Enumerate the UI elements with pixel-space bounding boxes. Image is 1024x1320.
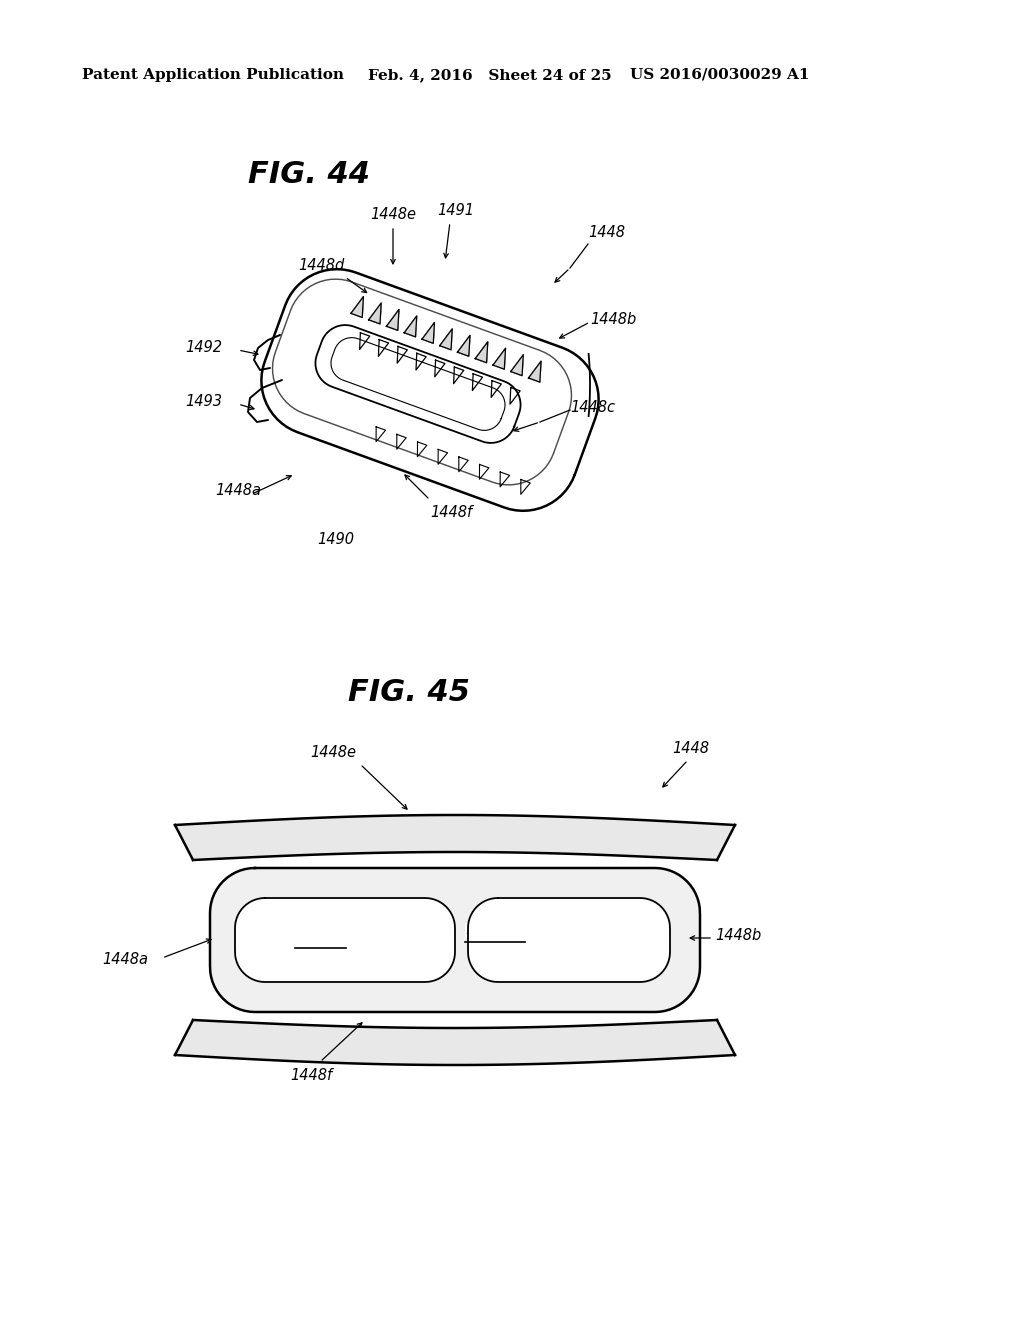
Polygon shape (234, 898, 455, 982)
Polygon shape (386, 309, 399, 330)
Text: 1448f: 1448f (290, 1068, 332, 1082)
Polygon shape (175, 1020, 735, 1065)
Polygon shape (351, 297, 364, 317)
Text: Feb. 4, 2016   Sheet 24 of 25: Feb. 4, 2016 Sheet 24 of 25 (368, 69, 611, 82)
Text: Patent Application Publication: Patent Application Publication (82, 69, 344, 82)
Text: 1448d: 1448d (298, 257, 344, 273)
Polygon shape (475, 342, 487, 363)
Text: 1448c: 1448c (465, 923, 510, 937)
Polygon shape (210, 869, 700, 1012)
Text: 1492: 1492 (185, 341, 222, 355)
Polygon shape (422, 322, 434, 343)
Polygon shape (404, 315, 417, 337)
Polygon shape (369, 304, 381, 323)
Text: 1448b: 1448b (715, 928, 761, 944)
Polygon shape (493, 348, 506, 370)
Text: 1490: 1490 (299, 931, 337, 945)
Polygon shape (175, 814, 735, 861)
Text: 1448e: 1448e (370, 207, 416, 222)
Polygon shape (468, 898, 670, 982)
Text: 1448f: 1448f (430, 506, 472, 520)
Text: 1448: 1448 (672, 741, 709, 756)
Polygon shape (458, 335, 470, 356)
Polygon shape (511, 355, 523, 376)
Text: 1448e: 1448e (310, 744, 356, 760)
Text: US 2016/0030029 A1: US 2016/0030029 A1 (630, 69, 810, 82)
Text: FIG. 45: FIG. 45 (348, 678, 470, 708)
Text: 1493: 1493 (185, 395, 222, 409)
Text: 1448: 1448 (588, 224, 625, 240)
Text: 1448b: 1448b (590, 313, 636, 327)
Polygon shape (439, 329, 453, 350)
Text: 1448a: 1448a (102, 953, 148, 968)
Text: 1491: 1491 (437, 203, 474, 218)
Text: 1448a: 1448a (215, 483, 261, 498)
Text: 1490: 1490 (317, 532, 354, 546)
Text: 1448c: 1448c (570, 400, 615, 416)
Polygon shape (528, 362, 541, 381)
Text: FIG. 44: FIG. 44 (248, 160, 370, 189)
